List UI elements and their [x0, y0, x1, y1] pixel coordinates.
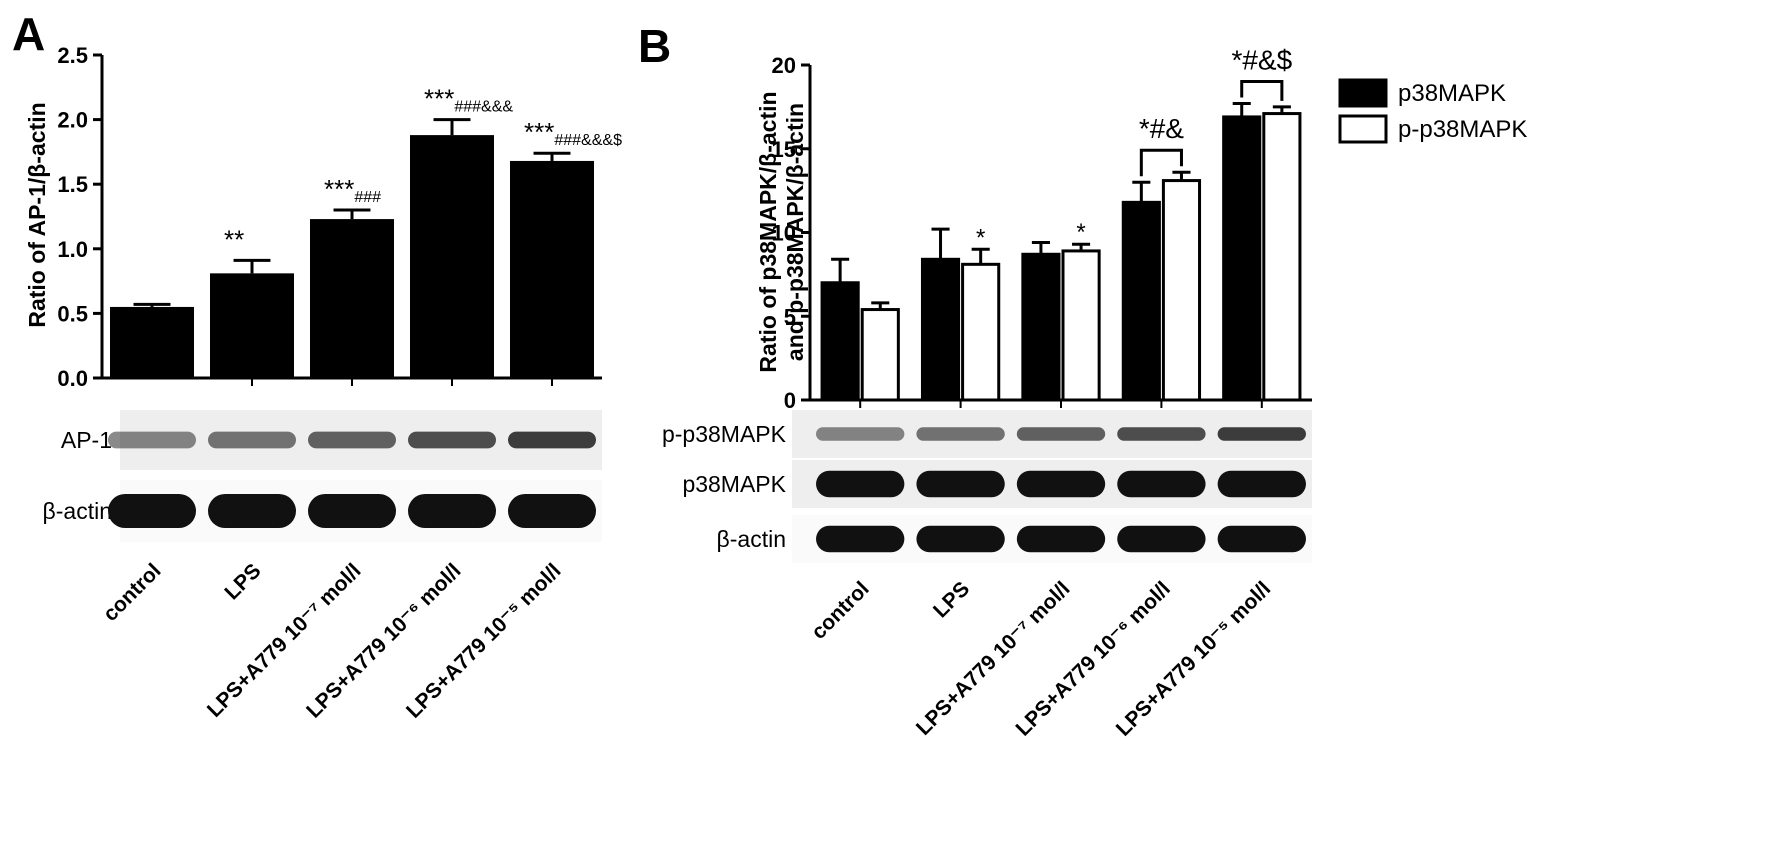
- x-tick-label: LPS: [220, 559, 265, 604]
- blot-band: [208, 431, 296, 449]
- y-tick-label: 10: [772, 221, 796, 246]
- blot-label: β-actin: [717, 526, 786, 552]
- blot-band: [916, 525, 1005, 553]
- y-tick-label: 2.5: [57, 43, 88, 68]
- bar: [1262, 112, 1302, 402]
- blot-band: [208, 493, 296, 529]
- y-axis-label: and p-p38MAPK/β-actin: [782, 103, 808, 361]
- blot-band: [1217, 525, 1306, 553]
- legend-swatch: [1338, 114, 1388, 144]
- blot-band: [108, 493, 196, 529]
- bar: [1121, 200, 1161, 402]
- significance-stars: ***: [524, 117, 554, 147]
- blot-band: [816, 525, 905, 553]
- significance: ***###&&&: [424, 84, 513, 116]
- blot-band: [408, 431, 496, 449]
- bar: [310, 219, 394, 378]
- bracket: [1139, 148, 1183, 177]
- blot-band: [1217, 470, 1306, 498]
- bar: [410, 135, 494, 378]
- significance: **: [224, 224, 244, 254]
- blot-band: [308, 431, 396, 449]
- significance: *#&$: [1231, 45, 1292, 76]
- y-axis-label: Ratio of AP-1/β-actin: [24, 102, 50, 327]
- blot-band: [1217, 427, 1306, 441]
- y-tick-label: 0.5: [57, 301, 88, 326]
- y-tick-label: 5: [784, 304, 796, 329]
- blot-band: [308, 493, 396, 529]
- x-tick-label: control: [807, 577, 874, 644]
- blot-band: [1016, 427, 1106, 441]
- blot-band: [508, 493, 596, 529]
- bracket: [1240, 80, 1284, 101]
- bar: [510, 160, 594, 378]
- blot-band: [916, 427, 1005, 441]
- legend-swatch: [1338, 78, 1388, 108]
- bar: [1021, 252, 1061, 402]
- legend-label: p38MAPK: [1398, 80, 1506, 107]
- significance: *#&: [1139, 113, 1184, 144]
- y-tick-label: 15: [772, 137, 796, 162]
- bar: [1222, 115, 1262, 402]
- blot-band: [1117, 470, 1206, 498]
- blot-band: [816, 427, 905, 441]
- bar: [820, 281, 860, 402]
- blot-band: [508, 431, 596, 449]
- blot-label: p38MAPK: [682, 471, 786, 497]
- y-tick-label: 1.5: [57, 172, 88, 197]
- x-tick-label: LPS: [929, 577, 974, 622]
- blot-band: [1117, 427, 1206, 441]
- bar: [860, 308, 900, 402]
- bar: [110, 306, 194, 378]
- blot-band: [108, 431, 196, 449]
- x-tick-label: control: [99, 559, 166, 626]
- panel-label: A: [12, 8, 45, 60]
- legend-label: p-p38MAPK: [1398, 116, 1527, 143]
- blot-band: [816, 470, 905, 498]
- blot-label: AP-1: [61, 427, 112, 453]
- blot-label: p-p38MAPK: [662, 421, 787, 447]
- significance-stars: ***: [324, 174, 354, 204]
- y-axis-label: Ratio of p38MAPK/β-actin: [755, 91, 781, 372]
- blot-band: [1117, 525, 1206, 553]
- blot-label: β-actin: [43, 498, 112, 524]
- y-tick-label: 2.0: [57, 108, 88, 133]
- blot-band: [408, 493, 496, 529]
- significance: ***###: [324, 174, 381, 206]
- blot-band: [1016, 470, 1106, 498]
- bar: [1161, 179, 1202, 402]
- significance-marks: ###: [354, 189, 381, 206]
- significance: *: [976, 224, 985, 251]
- blot-band: [1016, 525, 1106, 553]
- y-tick-label: 20: [772, 53, 796, 78]
- significance: ***###&&&$: [524, 117, 622, 149]
- significance-marks: ###&&&$: [554, 132, 622, 149]
- significance-marks: ###&&&: [454, 99, 513, 116]
- bar: [961, 262, 1001, 402]
- significance: *: [1076, 219, 1085, 246]
- significance-stars: ***: [424, 84, 454, 114]
- bar: [210, 273, 294, 378]
- y-tick-label: 0: [784, 388, 796, 413]
- significance-stars: **: [224, 224, 244, 254]
- y-tick-label: 1.0: [57, 237, 88, 262]
- bar: [1061, 249, 1101, 402]
- panel-label: B: [638, 20, 671, 72]
- blot-band: [916, 470, 1005, 498]
- y-tick-label: 0.0: [57, 366, 88, 391]
- bar: [920, 257, 961, 402]
